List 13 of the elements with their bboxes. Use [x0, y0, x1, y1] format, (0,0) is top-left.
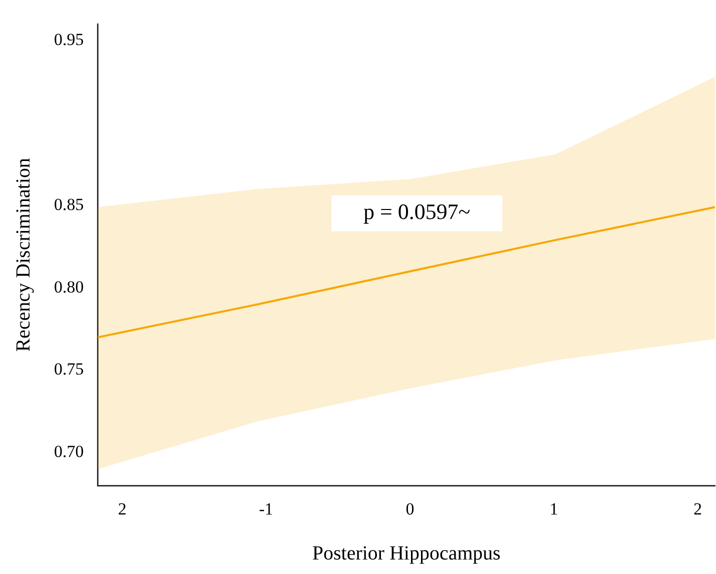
- x-tick-label: 2: [118, 499, 126, 518]
- x-tick-label: 1: [550, 499, 558, 518]
- x-axis-title: Posterior Hippocampus: [312, 542, 501, 564]
- x-tick-label: 0: [406, 499, 414, 518]
- y-tick-label: 0.80: [54, 277, 84, 296]
- y-tick-label: 0.70: [54, 442, 84, 462]
- annotation: p = 0.0597~: [363, 198, 470, 224]
- y-tick-label: 0.95: [54, 30, 84, 50]
- y-axis-title: Recency Discrimination: [12, 158, 34, 352]
- y-tick-label: 0.75: [54, 360, 84, 379]
- y-tick-label: 0.85: [54, 194, 84, 214]
- x-tick-label: 2: [694, 499, 702, 518]
- x-tick-label: -1: [259, 499, 274, 518]
